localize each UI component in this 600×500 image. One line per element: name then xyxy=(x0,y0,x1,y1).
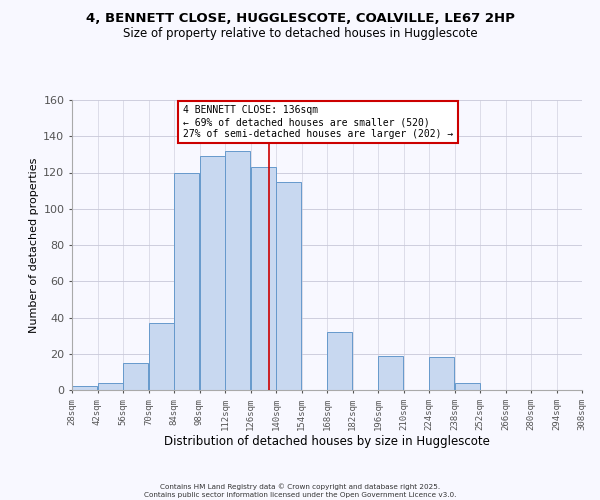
Bar xyxy=(98,383,123,390)
Bar xyxy=(225,151,250,390)
Bar xyxy=(276,182,301,390)
Bar xyxy=(149,323,174,390)
Bar xyxy=(455,383,480,390)
Bar xyxy=(72,386,97,390)
Bar xyxy=(378,356,403,390)
Bar xyxy=(200,156,225,390)
Text: 4 BENNETT CLOSE: 136sqm
← 69% of detached houses are smaller (520)
27% of semi-d: 4 BENNETT CLOSE: 136sqm ← 69% of detache… xyxy=(183,106,454,138)
Text: Size of property relative to detached houses in Hugglescote: Size of property relative to detached ho… xyxy=(122,28,478,40)
Text: 4, BENNETT CLOSE, HUGGLESCOTE, COALVILLE, LE67 2HP: 4, BENNETT CLOSE, HUGGLESCOTE, COALVILLE… xyxy=(86,12,514,26)
Bar xyxy=(251,167,276,390)
Bar xyxy=(327,332,352,390)
X-axis label: Distribution of detached houses by size in Hugglescote: Distribution of detached houses by size … xyxy=(164,436,490,448)
Bar xyxy=(123,363,148,390)
Bar xyxy=(429,358,454,390)
Bar xyxy=(174,172,199,390)
Text: Contains HM Land Registry data © Crown copyright and database right 2025.
Contai: Contains HM Land Registry data © Crown c… xyxy=(144,484,456,498)
Y-axis label: Number of detached properties: Number of detached properties xyxy=(29,158,39,332)
